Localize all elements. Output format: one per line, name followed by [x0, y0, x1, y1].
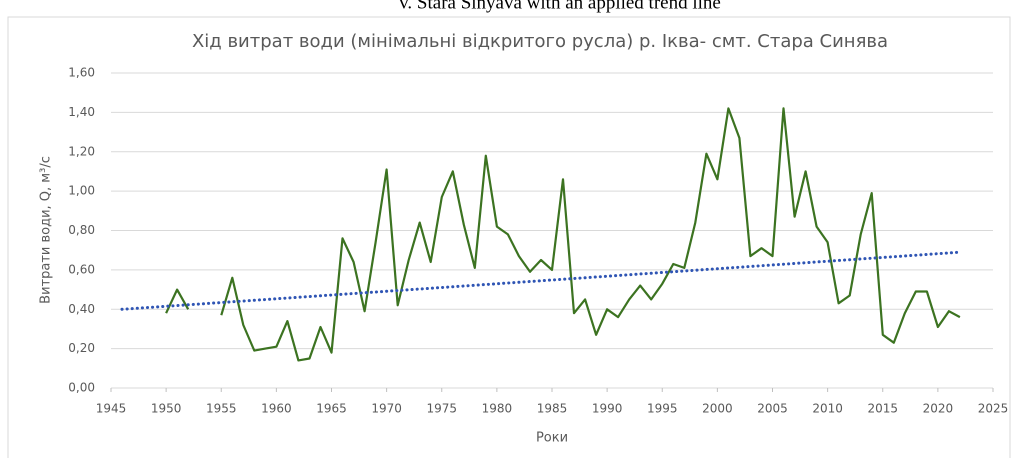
y-tick-label: 1,00 — [68, 184, 95, 198]
y-axis-label: Витрати води, Q, м³/с — [39, 156, 54, 304]
x-tick-label: 2010 — [812, 402, 843, 416]
x-tick-label: 1960 — [261, 402, 292, 416]
x-tick-label: 1995 — [647, 402, 678, 416]
x-tick-label: 2000 — [702, 402, 733, 416]
chart-title: Хід витрат води (мінімальні відкритого р… — [192, 31, 888, 52]
x-axis-label: Роки — [536, 431, 568, 446]
x-tick-label: 1965 — [316, 402, 347, 416]
x-tick-label: 2015 — [867, 402, 898, 416]
y-tick-label: 0,20 — [68, 341, 95, 355]
x-tick-label: 1945 — [96, 402, 127, 416]
y-tick-label: 1,40 — [68, 105, 95, 119]
x-tick-label: 2025 — [978, 402, 1009, 416]
x-tick-label: 1955 — [206, 402, 237, 416]
y-tick-label: 1,20 — [68, 144, 95, 158]
y-tick-label: 0,60 — [68, 262, 95, 276]
trend-line — [120, 250, 962, 311]
y-tick-label: 1,60 — [68, 66, 95, 80]
y-tick-label: 0,40 — [68, 302, 95, 316]
x-tick-label: 1980 — [482, 402, 513, 416]
x-tick-label: 2020 — [923, 402, 954, 416]
x-tick-label: 1970 — [371, 402, 402, 416]
x-tick-label: 1985 — [537, 402, 568, 416]
y-tick-label: 0,80 — [68, 223, 95, 237]
x-tick-label: 1950 — [151, 402, 182, 416]
y-tick-label: 0,00 — [68, 381, 95, 395]
caption: v. Stara Sinyava with an applied trend l… — [399, 0, 721, 13]
data-line — [165, 107, 961, 362]
x-tick-label: 1990 — [592, 402, 623, 416]
x-tick-label: 2005 — [757, 402, 788, 416]
x-tick-label: 1975 — [426, 402, 457, 416]
